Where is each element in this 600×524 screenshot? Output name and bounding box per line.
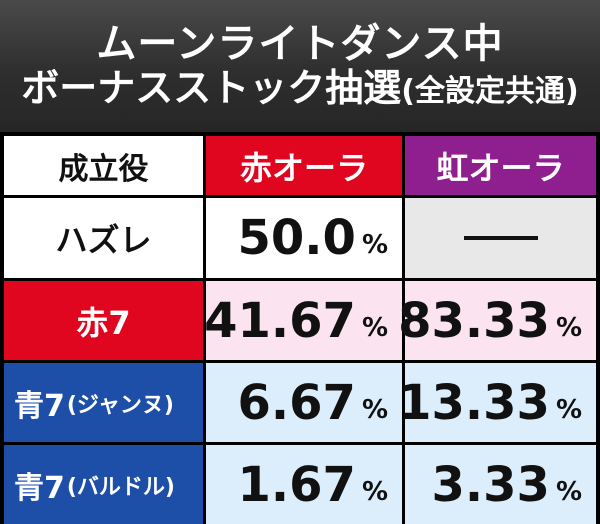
role-main: 青7 bbox=[14, 470, 65, 506]
red-aura-value: 6.67% bbox=[206, 363, 402, 442]
title-line-1: ムーンライトダンス中 bbox=[96, 21, 504, 68]
percent-unit: % bbox=[555, 476, 582, 507]
rainbow-aura-value-none bbox=[405, 198, 596, 278]
panel-title: ムーンライトダンス中 ボーナスストック抽選(全設定共通) bbox=[0, 0, 600, 132]
role-main: 青7 bbox=[14, 388, 65, 424]
value-number: 6.67 bbox=[237, 374, 356, 431]
percent-unit: % bbox=[361, 230, 388, 260]
percent-unit: % bbox=[361, 394, 388, 425]
rainbow-aura-value: 83.33% bbox=[398, 281, 596, 360]
value-number: 3.33 bbox=[431, 456, 550, 513]
title-line-2: ボーナスストック抽選(全設定共通) bbox=[21, 66, 579, 111]
percent-unit: % bbox=[361, 312, 388, 343]
role-cell: ハズレ bbox=[4, 198, 203, 278]
percent-unit: % bbox=[555, 394, 582, 425]
role-cell: 赤7 bbox=[4, 281, 203, 360]
role-sub: (ジャンヌ) bbox=[66, 392, 174, 418]
value-number: 83.33 bbox=[398, 292, 550, 349]
red-aura-value: 41.67% bbox=[204, 281, 402, 360]
percent-unit: % bbox=[555, 312, 582, 343]
value-number: 50.0 bbox=[237, 210, 356, 266]
header-role: 成立役 bbox=[4, 136, 203, 195]
role-sub: (バルドル) bbox=[66, 474, 175, 500]
role-cell: 青7 (ジャンヌ) bbox=[4, 363, 203, 442]
rainbow-aura-value: 3.33% bbox=[405, 445, 596, 524]
red-aura-value: 50.0% bbox=[206, 198, 402, 278]
header-red-aura: 赤オーラ bbox=[206, 136, 402, 195]
percent-unit: % bbox=[361, 476, 388, 507]
title-line-2-paren: (全設定共通) bbox=[401, 74, 579, 110]
header-rainbow-aura: 虹オーラ bbox=[405, 136, 596, 195]
red-aura-value: 1.67% bbox=[206, 445, 402, 524]
rainbow-aura-value: 13.33% bbox=[398, 363, 596, 442]
value-number: 13.33 bbox=[398, 374, 550, 431]
role-cell: 青7 (バルドル) bbox=[4, 445, 203, 524]
value-number: 1.67 bbox=[237, 456, 356, 513]
probability-table: 成立役 赤オーラ 虹オーラ ハズレ 50.0% 赤7 41.67% 83.33%… bbox=[4, 136, 596, 524]
title-line-2-main: ボーナスストック抽選 bbox=[21, 66, 402, 111]
value-number: 41.67 bbox=[204, 292, 356, 349]
dash-mark bbox=[463, 236, 538, 240]
